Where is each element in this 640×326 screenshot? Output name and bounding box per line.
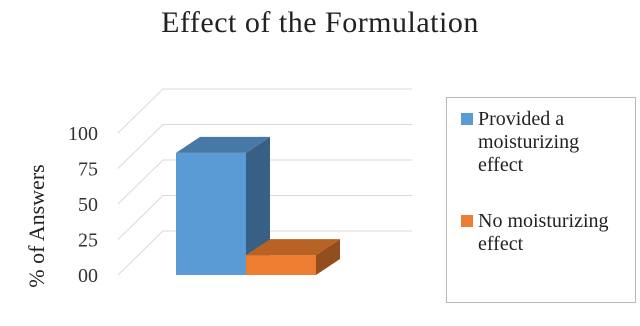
y-tick-label: 25 bbox=[78, 230, 98, 252]
bars bbox=[176, 136, 340, 275]
bar-top bbox=[176, 136, 270, 153]
bar-1 bbox=[176, 136, 270, 275]
y-tick-label: 00 bbox=[78, 265, 98, 287]
gridline bbox=[117, 195, 412, 240]
legend-swatch-blue bbox=[461, 113, 473, 125]
y-tick-label: 100 bbox=[68, 123, 98, 145]
chart-title: Effect of the Formulation bbox=[161, 6, 479, 39]
bar-top bbox=[246, 239, 340, 256]
y-axis-title: % of Answers bbox=[24, 164, 49, 287]
gridline bbox=[117, 230, 412, 276]
legend-line: effect bbox=[478, 154, 524, 176]
bar-front bbox=[176, 152, 246, 275]
bar-side bbox=[316, 239, 340, 275]
legend-line: Provided a bbox=[478, 108, 565, 130]
grid bbox=[117, 88, 412, 276]
legend-line: moisturizing bbox=[478, 131, 580, 153]
bar-front bbox=[246, 255, 316, 275]
bar-2 bbox=[246, 239, 340, 275]
gridline bbox=[117, 88, 412, 134]
gridline bbox=[117, 159, 412, 205]
legend-swatch-orange bbox=[461, 215, 473, 227]
gridline bbox=[117, 124, 412, 169]
y-tick-label: 75 bbox=[78, 159, 98, 181]
bar-side bbox=[246, 136, 270, 275]
legend-line: effect bbox=[478, 233, 524, 255]
y-tick-labels: 00 25 50 75 100 bbox=[68, 123, 98, 287]
legend: Provided a moisturizing effect No moistu… bbox=[446, 97, 636, 303]
y-tick-label: 50 bbox=[78, 194, 98, 216]
legend-line: No moisturizing bbox=[478, 210, 609, 232]
